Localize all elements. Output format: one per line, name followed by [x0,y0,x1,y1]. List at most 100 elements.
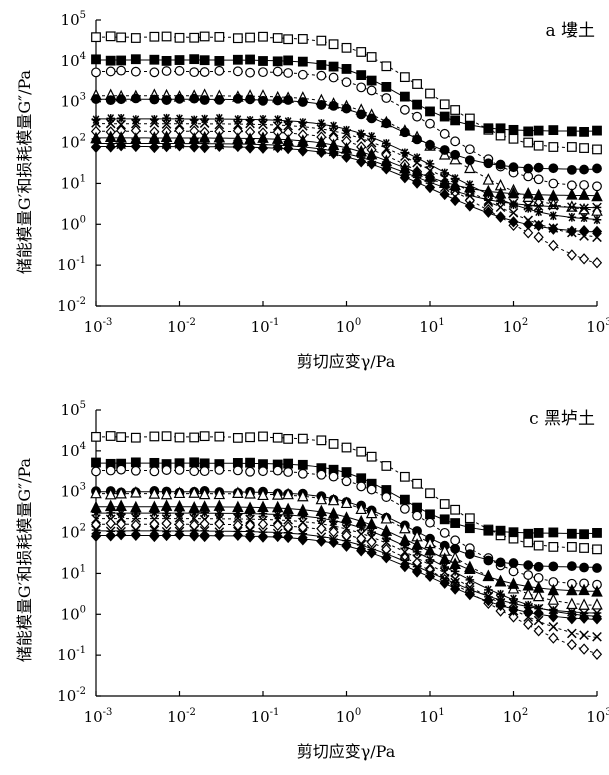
data-point-circle-open [523,570,534,580]
data-point-x-mark [91,525,101,535]
data-point-square-filled [161,55,172,66]
x-tick-label: 102 [503,317,528,336]
data-point-square-filled [91,54,101,65]
x-tick-label: 101 [419,707,444,726]
chart-panel-a: 储能模量G′和损耗模量G″/Pa a 塿土 剪切应变γ/Pa 10-3 10-2 1… [15,10,609,371]
data-point-diamond-filled [450,194,461,207]
y-tick-label: 10-1 [57,255,86,274]
data-point-triangle-open [522,587,534,600]
data-point-square-open [189,432,200,443]
data-point-triangle-filled [257,131,269,143]
data-point-cross [341,128,352,139]
data-point-cross [116,513,126,523]
data-point-diamond-open [533,625,544,637]
x-tick-label: 10-1 [251,707,280,726]
data-point-triangle-filled [566,188,578,200]
data-point-circle-open [464,144,475,155]
data-point-asterisk [283,117,293,126]
data-point-diamond-open [591,257,603,269]
data-point-asterisk [579,213,589,223]
data-point-triangle-filled [507,577,520,589]
data-point-circle-filled [356,109,367,120]
data-point-circle-filled [425,139,435,150]
data-point-triangle-open [232,486,244,499]
data-point-asterisk [131,508,141,518]
data-point-square-filled [523,126,534,137]
data-point-diamond-filled [591,613,603,625]
data-point-diamond-filled [439,188,450,201]
data-point-square-filled [399,494,410,505]
data-point-diamond-filled [483,594,494,607]
data-point-diamond-filled [149,530,160,543]
data-point-square-open [232,432,243,443]
data-point-diamond-open [366,536,377,548]
data-point-square-filled [283,458,294,469]
data-point-square-filled [366,75,377,86]
data-point-square-filled [189,457,200,468]
data-point-square-open [91,32,101,43]
data-point-cross [233,513,243,523]
data-point-square-open [149,31,160,42]
data-point-square-open [328,439,339,449]
data-point-square-filled [439,111,450,122]
data-point-square-open [297,433,308,444]
data-point-square-open [399,72,410,83]
data-point-x-mark [483,195,494,206]
data-point-triangle-filled [160,499,173,511]
data-point-circle-open [579,180,589,190]
data-point-circle-filled [272,95,283,106]
data-point-diamond-filled [533,607,544,620]
data-point-triangle-open [340,496,353,509]
data-point-x-mark [508,198,519,208]
data-point-asterisk [189,508,199,517]
data-point-x-mark [508,598,519,608]
data-point-circle-open [356,481,367,492]
data-point-triangle-filled [522,186,534,199]
data-point-circle-open [341,77,352,88]
data-point-triangle-open [244,487,256,499]
data-point-asterisk [523,600,533,610]
data-point-circle-filled [214,95,225,105]
data-point-triangle-filled [578,188,590,200]
data-point-circle-filled [579,164,589,175]
data-point-circle-filled [341,103,352,114]
data-point-triangle-filled [532,188,545,201]
data-point-asterisk [534,207,543,217]
y-tick-label: 102 [61,523,86,542]
data-point-cross [258,119,268,130]
data-point-circle-filled [297,97,308,107]
data-point-circle-filled [450,149,461,160]
data-point-triangle-filled [591,585,603,597]
series-circle-open [91,65,602,192]
data-point-square-filled [450,518,461,528]
data-point-square-filled [149,457,160,468]
data-point-square-open [91,431,101,442]
data-point-diamond-open [578,253,590,265]
data-point-square-filled [232,54,243,65]
data-point-square-open [412,478,422,489]
data-point-diamond-filled [244,142,256,154]
data-point-circle-open [130,66,141,77]
data-point-square-filled [245,457,255,468]
data-point-circle-open [450,136,461,147]
data-point-diamond-filled [366,158,377,170]
data-point-circle-open [328,72,339,83]
data-point-square-open [174,432,185,443]
data-point-square-open [381,61,392,72]
data-point-square-filled [412,99,422,110]
data-point-square-filled [381,81,392,92]
data-point-square-open [258,31,268,42]
data-point-square-open [341,442,352,453]
data-point-square-open [105,431,116,441]
data-point-diamond-filled [189,530,200,542]
data-point-square-open [297,34,308,44]
data-point-circle-open [245,67,255,78]
data-point-x-mark [567,202,577,212]
data-point-diamond-filled [533,219,544,232]
data-point-diamond-open [591,648,603,660]
data-point-x-mark [356,540,366,550]
data-point-cross [233,119,243,130]
data-point-square-open [161,31,172,42]
x-tick-label: 103 [586,317,609,336]
data-point-square-open [283,34,294,45]
